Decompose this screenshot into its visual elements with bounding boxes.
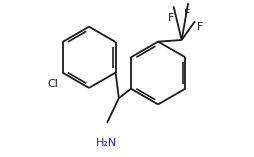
Text: F: F — [197, 22, 203, 32]
Text: Cl: Cl — [48, 79, 58, 89]
Text: H₂N: H₂N — [95, 138, 117, 149]
Text: F: F — [183, 9, 189, 19]
Text: F: F — [167, 13, 174, 23]
